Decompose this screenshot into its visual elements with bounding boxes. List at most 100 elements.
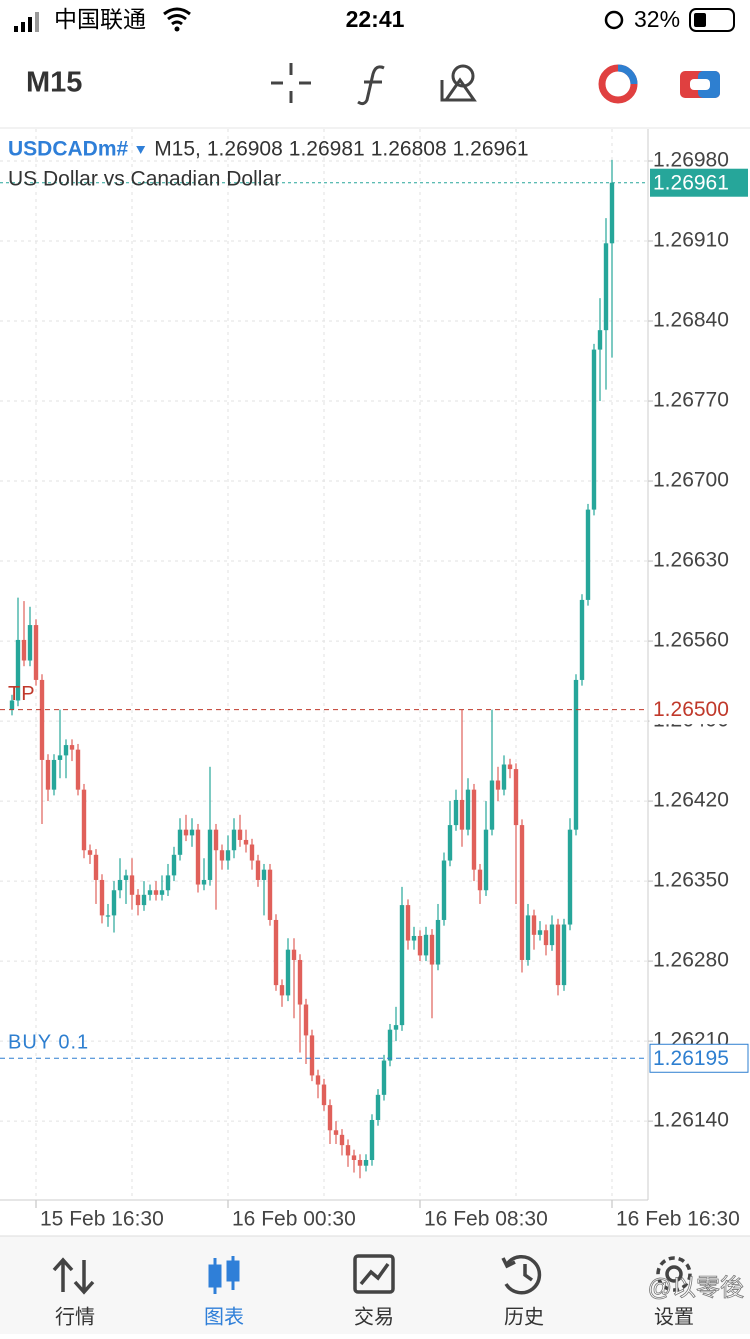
candle-body [243, 839, 249, 845]
y-tick-label: 1.26280 [653, 949, 729, 972]
header-high: 1.26981 [289, 138, 365, 161]
candle-body [315, 1075, 321, 1085]
y-tick-label: 1.26770 [653, 389, 729, 412]
candle-body [423, 934, 429, 956]
candle-body [483, 829, 489, 891]
quotes-icon [52, 1257, 95, 1295]
candle-body [369, 1119, 375, 1160]
candle-body [351, 1155, 357, 1160]
candle-body [435, 919, 441, 965]
indicator-button[interactable] [357, 65, 385, 106]
trade-icon [353, 1254, 395, 1294]
candle-body [339, 1134, 345, 1146]
candle-body [327, 1105, 333, 1131]
candle-body [135, 894, 141, 906]
candle-body [99, 879, 105, 916]
price-line-name: TP [8, 683, 36, 705]
candle-body [549, 924, 555, 946]
candle-body [147, 890, 153, 895]
candle-body [57, 755, 63, 760]
candle-body [357, 1159, 363, 1166]
x-tick-label: 16 Feb 00:30 [232, 1208, 356, 1231]
price-line-tag [649, 695, 749, 725]
candle-body [171, 854, 177, 876]
candle-body [567, 829, 573, 925]
objects-button[interactable] [440, 64, 477, 102]
x-tick-label: 15 Feb 16:30 [40, 1208, 164, 1231]
candle-body [21, 639, 27, 661]
settings-icon [656, 1256, 692, 1292]
candle-body [303, 1004, 309, 1036]
candle-body [417, 935, 423, 956]
candle-body [195, 829, 201, 885]
candle-body [579, 599, 585, 680]
clock: 22:41 [346, 6, 405, 32]
candle-body [213, 829, 219, 851]
candle-body [447, 825, 453, 861]
candle-body [429, 934, 435, 965]
tab-label[interactable]: 历史 [504, 1305, 544, 1328]
candle-body [477, 869, 483, 891]
candle-body [177, 829, 183, 855]
tab-label[interactable]: 设置 [654, 1305, 694, 1328]
trade-button[interactable] [598, 64, 638, 104]
candle-body [333, 1130, 339, 1135]
candle-body [597, 330, 603, 350]
candle-body [387, 1029, 393, 1061]
candle-body [603, 243, 609, 331]
history-icon [501, 1255, 542, 1295]
y-tick-label: 1.26700 [653, 469, 729, 492]
candle-body [321, 1084, 327, 1106]
y-tick-label: 1.26560 [653, 629, 729, 652]
watermark: @以零後 [648, 1274, 744, 1301]
candle-body [153, 890, 159, 895]
candle-body [15, 639, 21, 701]
tab-bar: 行情 图表 交易 历史 设置 @以零後 [0, 1235, 750, 1334]
candle-body [345, 1145, 351, 1156]
battery-level [694, 13, 706, 27]
candle-body [183, 829, 189, 836]
instrument-description: US Dollar vs Canadian Dollar [8, 168, 281, 191]
candle-body [441, 860, 447, 920]
candle-body [363, 1159, 369, 1166]
lock-icon [604, 10, 624, 30]
candle-body [63, 745, 69, 756]
candle-body [225, 850, 231, 861]
candle-body [459, 799, 465, 830]
candle-body [261, 869, 267, 880]
header-low: 1.26808 [371, 138, 447, 161]
price-line-label: 1.26500 [653, 698, 729, 721]
tab-label[interactable]: 交易 [354, 1305, 394, 1328]
candle-body [39, 679, 45, 760]
chart-icon [208, 1256, 240, 1294]
y-tick-label: 1.26140 [653, 1109, 729, 1132]
candle-body [285, 949, 291, 996]
candle-body [405, 905, 411, 941]
candle-body [531, 915, 537, 935]
tab-label[interactable]: 图表 [204, 1305, 244, 1328]
candle-body [537, 930, 543, 935]
candle-body [93, 854, 99, 880]
candle-body [27, 625, 33, 661]
header-open: 1.26908 [207, 138, 283, 161]
candle-body [273, 919, 279, 986]
candle-body [81, 789, 87, 851]
y-tick-label: 1.26910 [653, 229, 729, 252]
candle-body [543, 930, 549, 946]
crosshair-button[interactable] [271, 63, 311, 103]
candle-body [69, 745, 75, 750]
candle-body [501, 764, 507, 790]
price-line-label: 1.26195 [653, 1047, 729, 1070]
timeframe-button[interactable]: M15 [26, 67, 82, 99]
candle-body [489, 780, 495, 830]
toolbar: M15 [26, 63, 720, 106]
candle-body [189, 829, 195, 836]
tab-label[interactable]: 行情 [55, 1305, 95, 1328]
candle-body [45, 759, 51, 790]
candle-body [465, 789, 471, 830]
account-button[interactable] [680, 71, 720, 98]
candle-body [111, 890, 117, 916]
x-tick-label: 16 Feb 16:30 [616, 1208, 740, 1231]
